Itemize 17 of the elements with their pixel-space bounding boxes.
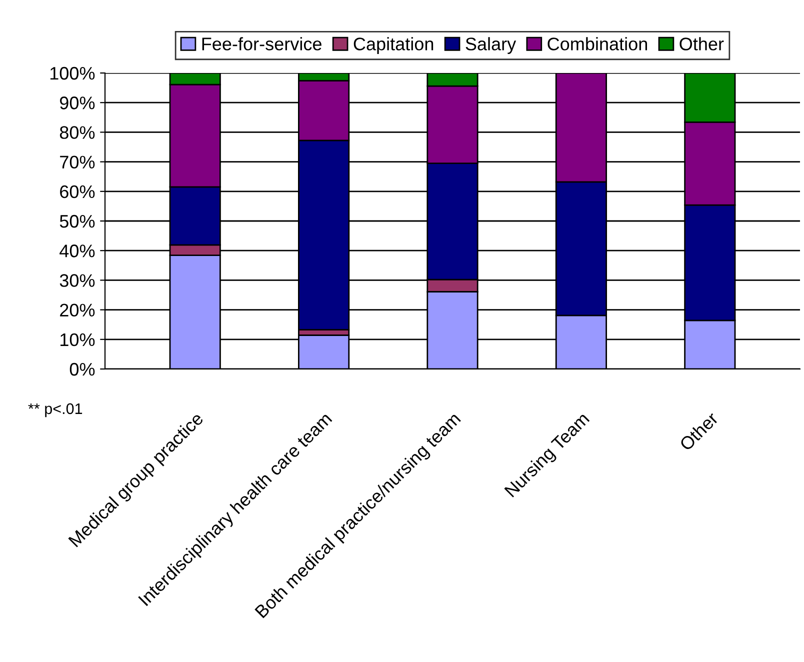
legend-label: Salary: [466, 37, 516, 54]
y-tick-label: 80%: [60, 126, 95, 139]
y-tick-label: 60%: [60, 185, 95, 198]
y-tick-label: 70%: [60, 156, 95, 169]
y-tick-label: 0%: [70, 362, 95, 376]
y-tick-label: 10%: [60, 333, 95, 346]
text: ** p<.01: [28, 403, 82, 418]
legend-label: Other: [680, 37, 724, 50]
y-tick-label: 50%: [60, 214, 95, 228]
legend-label: Combination: [548, 37, 647, 50]
y-tick-label: 40%: [60, 244, 95, 258]
y-tick-label: 20%: [60, 304, 95, 317]
y-tick-label: 90%: [60, 96, 95, 110]
legend-label: Capitation: [354, 37, 434, 54]
y-tick-label: 100%: [50, 66, 95, 80]
y-tick-label: 30%: [60, 274, 95, 287]
legend-label: Fee-for-service: [202, 37, 322, 50]
